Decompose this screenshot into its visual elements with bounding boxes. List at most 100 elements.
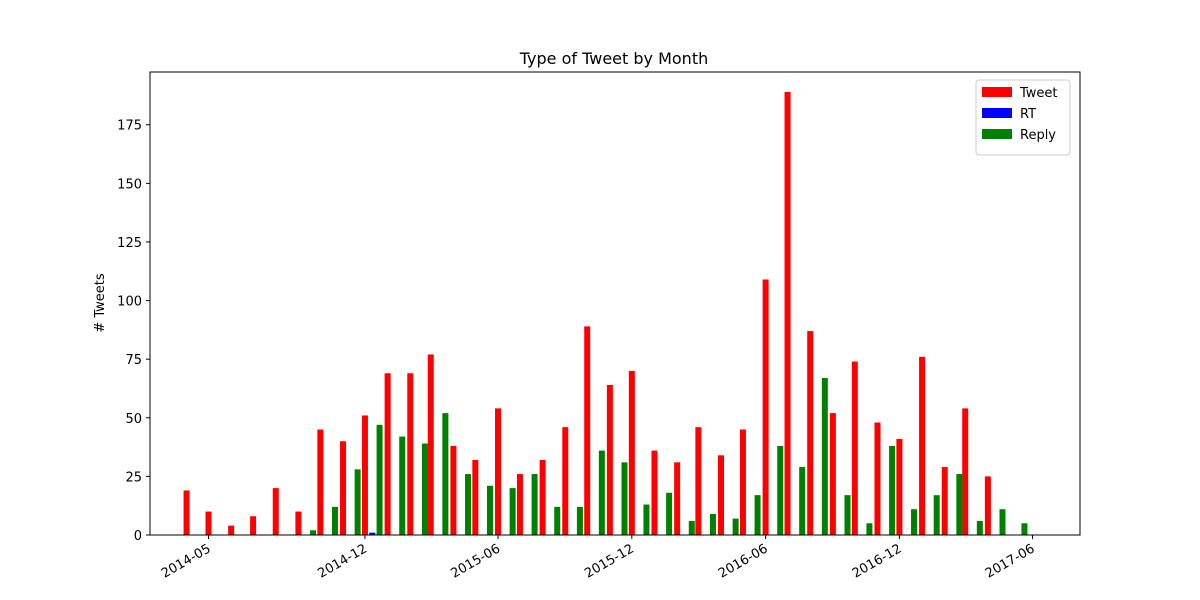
reply-bar: [399, 436, 406, 535]
tweet-bar: [874, 422, 881, 535]
legend-label: Reply: [1020, 128, 1056, 143]
tweet-bar: [807, 331, 814, 535]
rt-legend-swatch: [982, 108, 1012, 118]
tweet-bar: [896, 438, 903, 535]
reply-bar: [643, 504, 650, 535]
reply-bar: [509, 488, 516, 535]
tweet-bar: [829, 413, 836, 535]
tweet-bar: [516, 474, 523, 535]
tweet-bar: [183, 490, 190, 535]
chart-title: Type of Tweet by Month: [519, 49, 708, 68]
tweet-bar: [606, 384, 613, 535]
reply-bar: [554, 506, 561, 535]
legend-label: RT: [1020, 107, 1036, 122]
plot-frame: [149, 71, 1081, 536]
y-axis-label: # Tweets: [93, 273, 108, 333]
tweet-bar: [628, 370, 635, 535]
tweet-bar: [295, 511, 302, 535]
tweet-bar: [407, 373, 414, 535]
tweet-bar: [250, 516, 257, 535]
tweet-bar: [962, 408, 969, 535]
tweet-bar: [361, 415, 368, 535]
tweet-bar: [495, 408, 502, 535]
reply-bar: [310, 530, 317, 535]
reply-bar: [1021, 523, 1028, 535]
y-tick-label: 0: [134, 529, 142, 544]
reply-bar: [956, 474, 963, 535]
x-tick-label: 2016-12: [850, 541, 905, 581]
reply-bar: [331, 506, 338, 535]
tweet-bar: [674, 462, 681, 535]
tweet-legend-swatch: [982, 87, 1012, 97]
tweet-bar: [562, 427, 569, 535]
tweet-bar: [272, 488, 279, 535]
tweet-bar: [651, 450, 658, 535]
reply-bar: [465, 474, 472, 535]
y-tick-label: 25: [125, 470, 142, 485]
tweet-bar: [584, 326, 591, 535]
x-axis: 2014-05 2014-12 2015-06 2015-12 2016-06 2016-…: [159, 535, 1038, 582]
tweet-bar: [539, 459, 546, 535]
tweet-bar: [762, 279, 769, 535]
reply-bar: [911, 509, 918, 535]
reply-legend-swatch: [982, 129, 1012, 139]
legend: Tweet RT Reply: [975, 79, 1071, 156]
reply-bar: [933, 495, 940, 535]
reply-bar: [889, 445, 896, 535]
tweet-bar: [941, 467, 948, 535]
reply-bar: [621, 462, 628, 535]
reply-bar: [486, 485, 493, 535]
y-tick-label: 175: [117, 119, 142, 134]
reply-bar: [688, 520, 695, 535]
tweet-bar: [340, 441, 347, 535]
tweet-bar: [695, 427, 702, 535]
reply-bar: [666, 492, 673, 535]
reply-bar: [354, 469, 361, 535]
tweet-bar: [919, 356, 926, 535]
tweet-bar: [384, 373, 391, 535]
reply-bar: [598, 450, 605, 535]
y-tick-label: 100: [117, 295, 142, 310]
y-tick-label: 150: [117, 177, 142, 192]
reply-bar: [999, 509, 1006, 535]
y-axis: 0 25 50 75 100 125 150 175: [117, 119, 150, 544]
reply-bar: [777, 445, 784, 535]
reply-bar: [844, 495, 851, 535]
reply-bar: [376, 424, 383, 535]
reply-bar: [732, 518, 739, 535]
reply-bar: [442, 413, 449, 535]
tweet-bar: [427, 354, 434, 535]
reply-bar: [754, 495, 761, 535]
legend-label: Tweet: [1019, 86, 1058, 101]
x-tick-label: 2015-12: [582, 541, 637, 581]
tweet-bar: [784, 91, 791, 536]
tweet-bar: [450, 445, 457, 535]
x-tick-label: 2014-12: [315, 541, 370, 581]
reply-bar: [799, 467, 806, 535]
rt-bar: [369, 532, 376, 535]
y-tick-label: 125: [117, 236, 142, 251]
y-tick-label: 75: [125, 353, 142, 368]
tweet-bar: [984, 476, 991, 535]
reply-bar: [709, 513, 716, 535]
y-tick-label: 50: [125, 412, 142, 427]
x-tick-label: 2016-06: [716, 541, 771, 581]
reply-bar: [976, 520, 983, 535]
x-tick-label: 2017-06: [983, 541, 1038, 581]
x-tick-label: 2014-05: [159, 541, 214, 581]
tweet-bar: [851, 361, 858, 535]
reply-bar: [421, 443, 428, 535]
tweet-bar: [205, 511, 212, 535]
tweet-bar: [739, 429, 746, 535]
bars-group: [183, 91, 1028, 536]
reply-bar: [821, 377, 828, 535]
tweet-bar: [472, 459, 479, 535]
tweet-bar: [317, 429, 324, 535]
reply-bar: [576, 506, 583, 535]
tweet-bar: [718, 455, 725, 535]
reply-bar: [866, 523, 873, 535]
reply-bar: [531, 474, 538, 535]
tweet-bar: [228, 525, 235, 535]
